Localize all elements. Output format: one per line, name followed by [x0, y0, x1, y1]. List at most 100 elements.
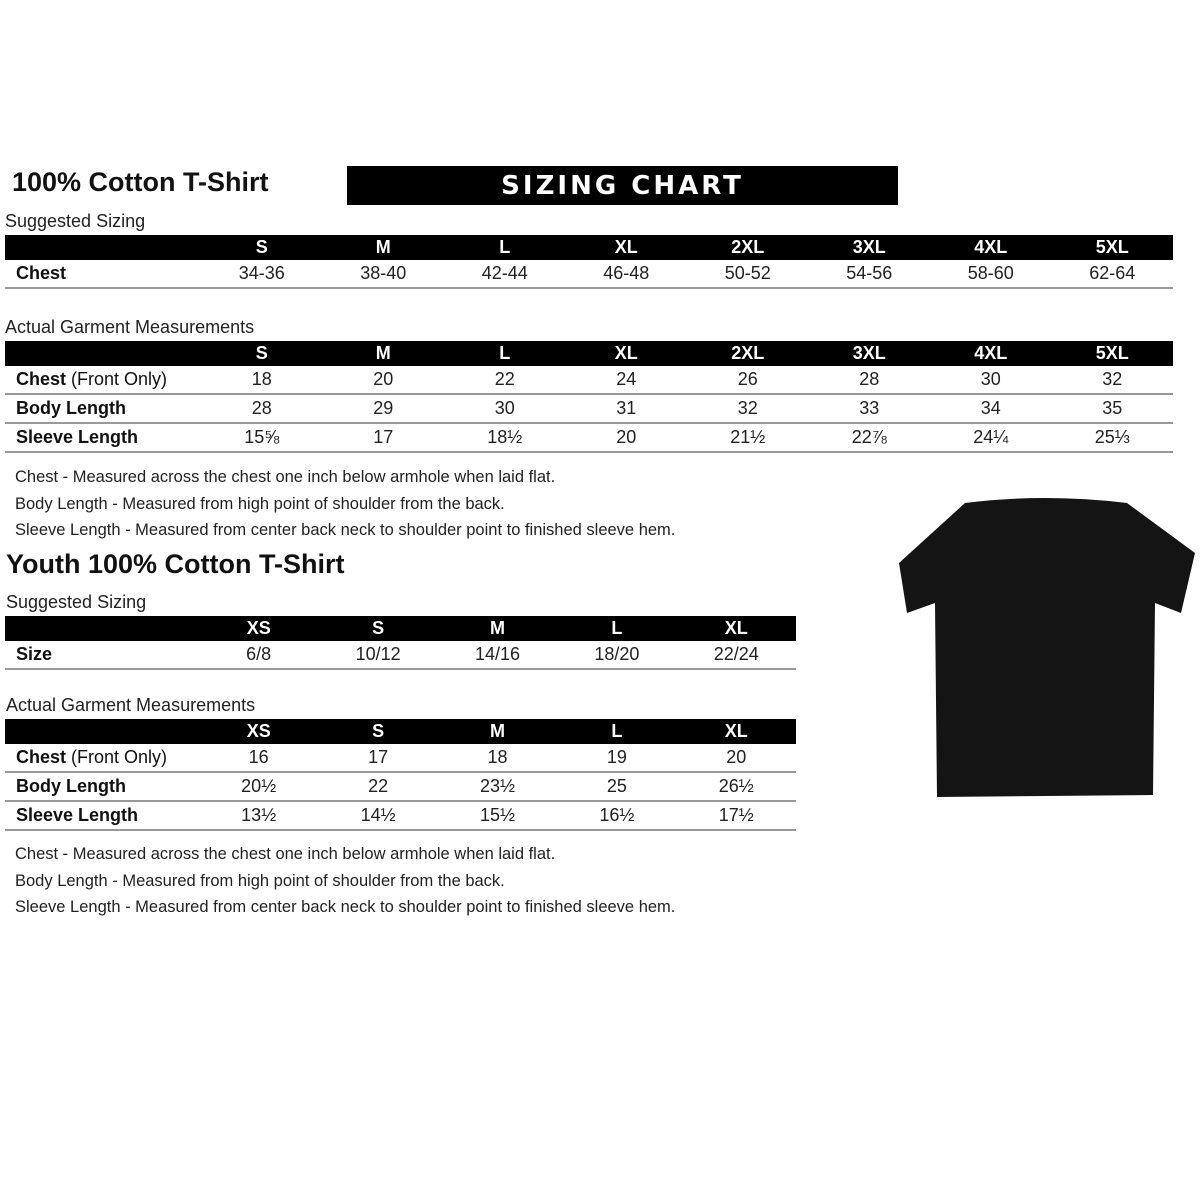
adult-suggested-table: S M L XL 2XL 3XL 4XL 5XL Chest 34-36 38-40 42-44 46-… [5, 235, 1173, 289]
row-label-text: Chest [16, 747, 67, 767]
measurement-cell: 34-36 [201, 260, 323, 289]
measurement-cell: 19 [557, 744, 677, 773]
row-label-text: Sleeve Length [16, 805, 139, 825]
measurement-cell: 28 [808, 366, 930, 395]
sizing-chart-banner: SIZING CHART [347, 166, 898, 205]
size-header: XS [199, 616, 319, 641]
note-line: Body Length - Measured from high point o… [15, 871, 505, 890]
row-label: Chest [5, 260, 201, 289]
table-row: Chest 34-36 38-40 42-44 46-48 50-52 54-56 58-60… [5, 260, 1173, 289]
size-header: M [322, 235, 444, 260]
measurement-cell: 18 [201, 366, 323, 395]
row-label-text: Size [16, 644, 53, 664]
measurement-cell: 31 [565, 394, 687, 424]
size-header: XL [676, 719, 796, 744]
youth-actual-table: XS S M L XL Chest (Front Only) 16 17 18 19 20 Body … [5, 719, 796, 831]
measurement-cell: 32 [1051, 366, 1173, 395]
table-row: Sleeve Length 15⅝ 17 18½ 20 21½ 22⅞ 24¼ 25⅓ [5, 423, 1173, 453]
size-header: 5XL [1051, 235, 1173, 260]
size-header: M [322, 341, 444, 366]
size-header-row: XS S M L XL [5, 616, 796, 641]
row-label-text: Sleeve Length [16, 427, 139, 447]
measurement-cell: 33 [808, 394, 930, 424]
measurement-cell: 17 [318, 744, 438, 773]
measurement-cell: 15½ [437, 801, 558, 831]
size-header: L [557, 616, 677, 641]
measurement-cell: 16 [199, 744, 319, 773]
size-header: L [557, 719, 677, 744]
header-blank [5, 235, 201, 260]
measurement-cell: 30 [444, 394, 566, 424]
measurement-cell: 14½ [318, 801, 438, 831]
note-line: Sleeve Length - Measured from center bac… [15, 898, 676, 916]
size-header: 2XL [687, 235, 809, 260]
measurement-cell: 24 [565, 366, 687, 395]
size-header: L [444, 235, 566, 260]
adult-title: 100% Cotton T-Shirt [12, 167, 269, 197]
measurement-cell: 35 [1051, 394, 1173, 424]
measurement-cell: 54-56 [808, 260, 930, 289]
size-header-row: S M L XL 2XL 3XL 4XL 5XL [5, 341, 1173, 366]
size-header: 2XL [687, 341, 809, 366]
measurement-cell: 28 [201, 394, 323, 424]
size-header: L [444, 341, 566, 366]
measurement-cell: 25⅓ [1051, 423, 1173, 453]
table-row: Chest (Front Only) 16 17 18 19 20 [5, 744, 796, 773]
youth-notes: Chest - Measured across the chest one in… [15, 841, 675, 921]
size-header-row: S M L XL 2XL 3XL 4XL 5XL [5, 235, 1173, 260]
size-header: XL [565, 235, 687, 260]
note-line: Body Length - Measured from high point o… [15, 494, 505, 513]
size-header-row: XS S M L XL [5, 719, 796, 744]
measurement-cell: 22/24 [676, 641, 796, 670]
table-row: Chest (Front Only) 18 20 22 24 26 28 30 32 [5, 366, 1173, 395]
header-blank [5, 719, 199, 744]
measurement-cell: 62-64 [1051, 260, 1173, 289]
row-label-text: Chest [16, 263, 67, 283]
youth-actual-label: Actual Garment Measurements [6, 695, 256, 715]
measurement-cell: 20 [565, 423, 687, 453]
measurement-cell: 25 [557, 772, 677, 802]
note-line: Chest - Measured across the chest one in… [15, 845, 556, 863]
row-label: Body Length [5, 772, 199, 802]
adult-notes: Chest - Measured across the chest one in… [15, 464, 675, 544]
measurement-cell: 10/12 [318, 641, 438, 670]
row-label: Size [5, 641, 199, 670]
measurement-cell: 24¼ [930, 423, 1052, 453]
size-header: 4XL [930, 235, 1052, 260]
tshirt-icon [899, 498, 1195, 797]
measurement-cell: 38-40 [322, 260, 444, 289]
measurement-cell: 30 [930, 366, 1052, 395]
measurement-cell: 50-52 [687, 260, 809, 289]
adult-actual-table: S M L XL 2XL 3XL 4XL 5XL Chest (Front Only) 18 20 2… [5, 341, 1173, 453]
measurement-cell: 13½ [199, 801, 319, 831]
measurement-cell: 29 [322, 394, 444, 424]
table-row: Body Length 20½ 22 23½ 25 26½ [5, 772, 796, 802]
row-label-text: Chest [16, 369, 67, 389]
measurement-cell: 23½ [437, 772, 558, 802]
measurement-cell: 21½ [687, 423, 809, 453]
size-header: XL [565, 341, 687, 366]
measurement-cell: 15⅝ [201, 423, 323, 453]
measurement-cell: 26 [687, 366, 809, 395]
measurement-cell: 17 [322, 423, 444, 453]
measurement-cell: 42-44 [444, 260, 566, 289]
size-header: 4XL [930, 341, 1052, 366]
row-label-suffix: (Front Only) [66, 747, 168, 767]
table-row: Size 6/8 10/12 14/16 18/20 22/24 [5, 641, 796, 670]
size-header: M [437, 719, 558, 744]
measurement-cell: 26½ [676, 772, 796, 802]
table-row: Body Length 28 29 30 31 32 33 34 35 [5, 394, 1173, 424]
row-label: Sleeve Length [5, 423, 201, 453]
size-header: S [318, 719, 438, 744]
row-label-text: Body Length [16, 398, 126, 418]
row-label: Chest (Front Only) [5, 744, 199, 773]
measurement-cell: 22⅞ [808, 423, 930, 453]
header-blank [5, 616, 199, 641]
youth-suggested-table: XS S M L XL Size 6/8 10/12 14/16 18/20 22/24 [5, 616, 796, 670]
measurement-cell: 20 [322, 366, 444, 395]
measurement-cell: 18 [437, 744, 558, 773]
measurement-cell: 22 [444, 366, 566, 395]
table-row: Sleeve Length 13½ 14½ 15½ 16½ 17½ [5, 801, 796, 831]
row-label-suffix: (Front Only) [66, 369, 168, 389]
